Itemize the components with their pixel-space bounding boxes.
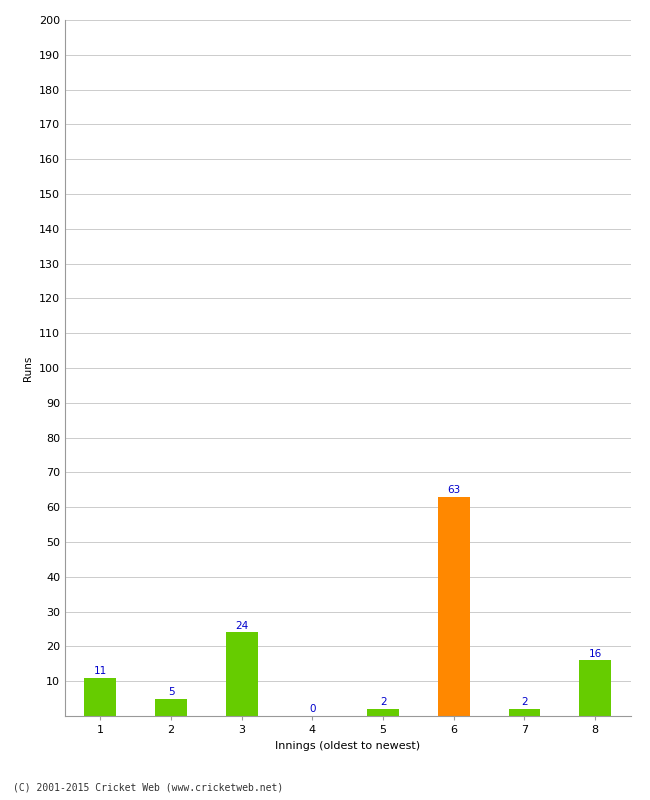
- Bar: [438, 497, 470, 716]
- Text: 2: 2: [521, 698, 528, 707]
- Bar: [226, 633, 257, 716]
- Text: 16: 16: [588, 649, 602, 658]
- Y-axis label: Runs: Runs: [23, 355, 33, 381]
- Text: (C) 2001-2015 Cricket Web (www.cricketweb.net): (C) 2001-2015 Cricket Web (www.cricketwe…: [13, 782, 283, 792]
- Text: 24: 24: [235, 621, 248, 630]
- Bar: [155, 698, 187, 716]
- Text: 2: 2: [380, 698, 386, 707]
- Text: 5: 5: [168, 687, 174, 697]
- Bar: [84, 678, 116, 716]
- Text: 63: 63: [447, 485, 460, 495]
- Bar: [367, 709, 399, 716]
- Text: 0: 0: [309, 704, 316, 714]
- X-axis label: Innings (oldest to newest): Innings (oldest to newest): [275, 741, 421, 750]
- Text: 11: 11: [94, 666, 107, 676]
- Bar: [579, 660, 611, 716]
- Bar: [508, 709, 540, 716]
